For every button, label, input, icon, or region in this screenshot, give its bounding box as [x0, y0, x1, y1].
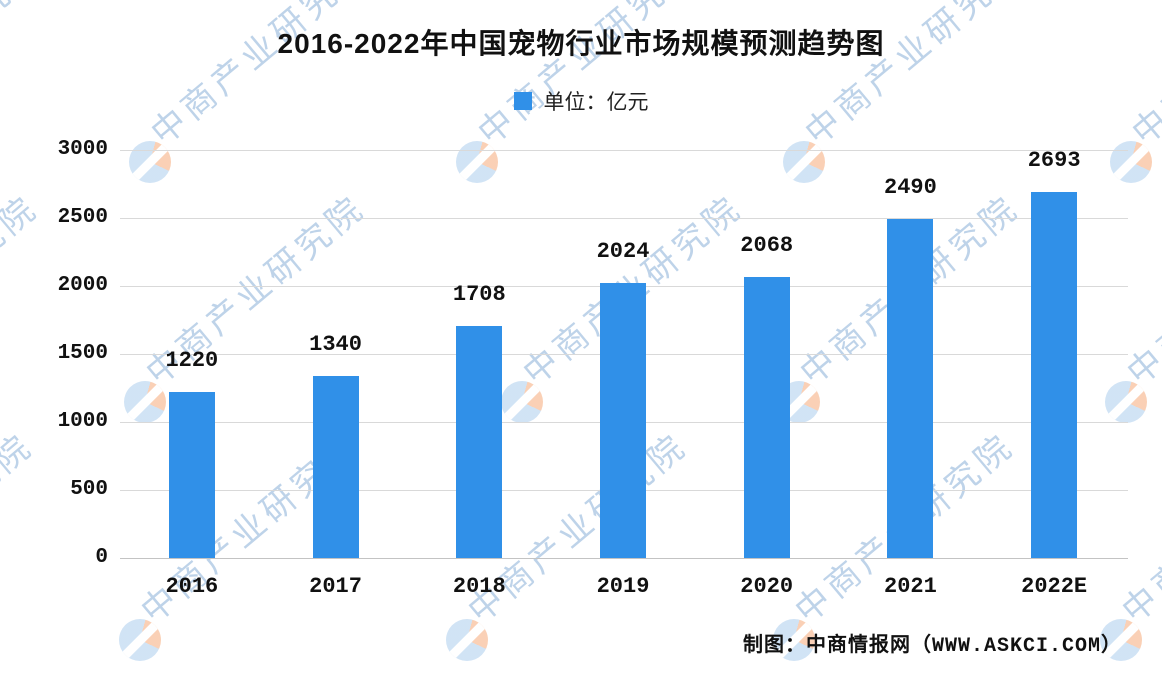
- bar-value-label: 1220: [165, 348, 219, 374]
- y-tick-label: 1500: [57, 342, 108, 365]
- y-tick-label: 2000: [57, 274, 108, 297]
- x-tick-label: 2020: [740, 574, 794, 599]
- bar-2020: [743, 276, 790, 558]
- y-tick-label: 3000: [57, 138, 108, 161]
- x-tick-label: 2016: [165, 574, 219, 599]
- gridline: [120, 217, 1128, 219]
- bar-value-label: 2024: [596, 238, 650, 264]
- legend: 单位：亿元: [0, 88, 1162, 114]
- y-tick-label: 2500: [57, 206, 108, 229]
- bar-value-label: 2490: [884, 175, 937, 201]
- bar-value-label: 2068: [740, 232, 794, 258]
- bar-2021: [887, 219, 934, 558]
- bar-2018: [456, 325, 503, 558]
- y-tick-label: 1000: [57, 410, 108, 433]
- bar-value-label: 2693: [1027, 147, 1081, 173]
- legend-label: 单位：亿元: [543, 91, 649, 114]
- y-tick-label: 500: [70, 478, 108, 501]
- gridline: [120, 149, 1128, 151]
- bar-2017: [312, 375, 359, 558]
- bar-2019: [600, 282, 646, 558]
- bar-2016: [168, 392, 215, 558]
- chart-title: 2016-2022年中国宠物行业市场规模预测趋势图: [277, 28, 885, 59]
- x-tick-label: 2017: [309, 574, 362, 599]
- x-tick-label: 2019: [596, 574, 650, 599]
- y-tick-label: 0: [95, 546, 108, 569]
- x-tick-label: 2018: [452, 574, 506, 599]
- x-tick-label: 2021: [884, 574, 937, 599]
- x-axis-line: [120, 557, 1128, 559]
- bar-value-label: 1708: [452, 281, 506, 307]
- bar-value-label: 1340: [309, 331, 362, 357]
- legend-swatch: [513, 92, 532, 110]
- x-tick-label: 2022E: [1021, 574, 1088, 599]
- bar-2022E: [1031, 191, 1078, 558]
- credit-text: 制图：中商情报网（WWW.ASKCI.COM）: [742, 635, 1122, 658]
